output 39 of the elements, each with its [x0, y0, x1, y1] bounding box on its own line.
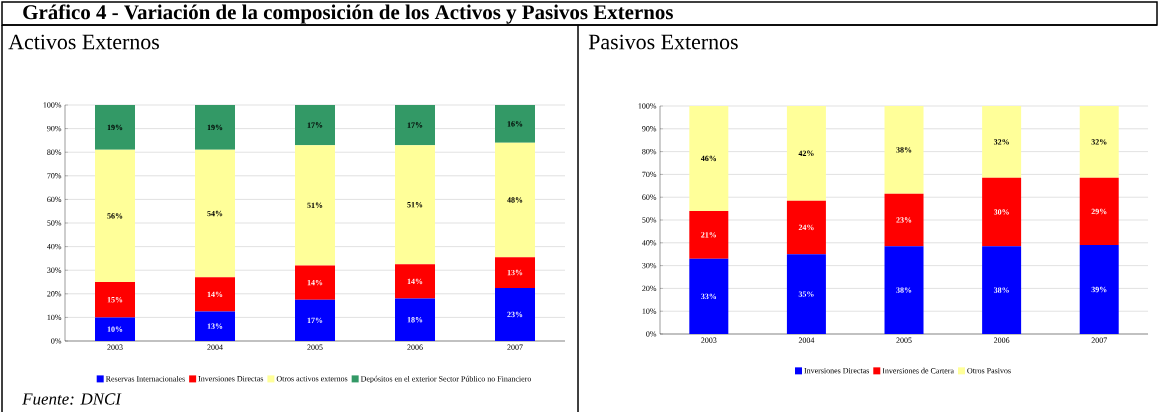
- bar: [689, 210, 729, 259]
- bar: [95, 317, 136, 342]
- bar: [689, 258, 729, 335]
- bar: [295, 105, 336, 146]
- chart-title: Activos Externos: [8, 34, 159, 50]
- bar: [395, 298, 436, 342]
- bar: [295, 145, 336, 266]
- bar: [689, 106, 729, 211]
- bar: [495, 257, 536, 288]
- bar: [495, 287, 536, 342]
- text: Gráfico 4 - Variación de la composición de los Activos y Pasivos Externos: [23, 4, 673, 24]
- bar: [786, 200, 826, 255]
- source-note: Fuente: DNCI: [22, 393, 122, 405]
- bar: [195, 149, 236, 278]
- bar: [1079, 177, 1119, 246]
- bar: [395, 105, 436, 146]
- bar: [982, 246, 1022, 335]
- chart-title: Pasivos Externos: [588, 34, 738, 50]
- bar: [295, 299, 336, 342]
- bar: [195, 311, 236, 342]
- bar: [495, 142, 536, 258]
- bar: [884, 246, 924, 335]
- bar: [495, 105, 536, 143]
- bar: [786, 254, 826, 335]
- bar: [884, 193, 924, 247]
- bar: [195, 277, 236, 312]
- bar: [1079, 245, 1119, 335]
- bar: [395, 145, 436, 265]
- bar: [295, 265, 336, 300]
- bar: [982, 106, 1022, 178]
- bar: [1079, 106, 1119, 178]
- bar: [95, 282, 136, 318]
- bar: [884, 106, 924, 194]
- bar: [395, 264, 436, 299]
- bar: [195, 105, 236, 150]
- bar: [95, 105, 136, 150]
- bar: [95, 149, 136, 283]
- bar: [786, 106, 826, 201]
- bar: [982, 177, 1022, 247]
